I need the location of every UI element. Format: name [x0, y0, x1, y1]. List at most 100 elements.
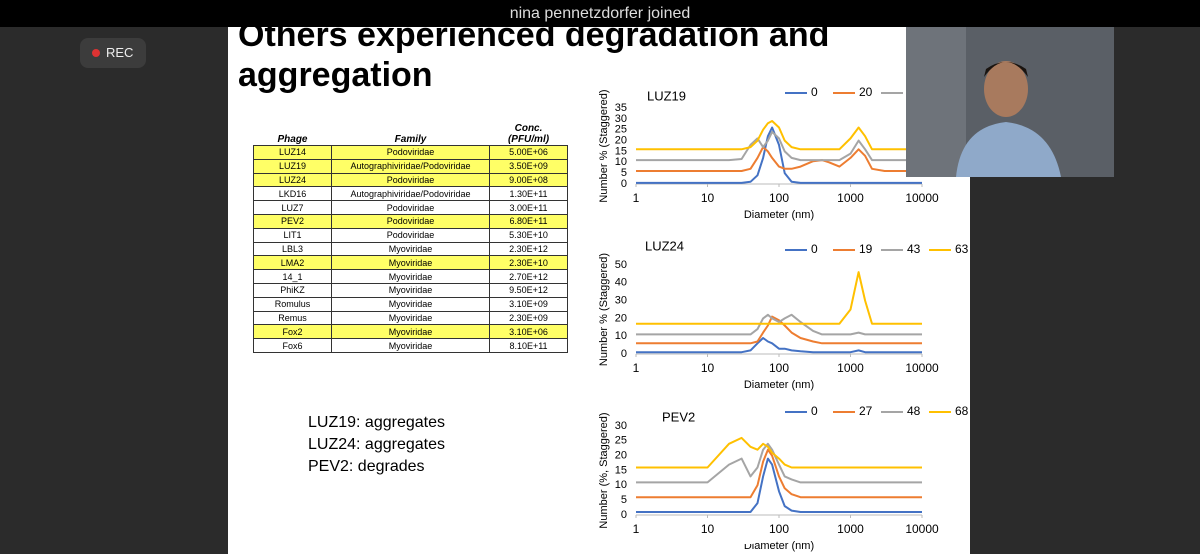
y-tick-label: 20 [615, 312, 627, 324]
y-tick-label: 20 [615, 134, 627, 146]
y-tick-label: 25 [615, 124, 627, 136]
chart-title: LUZ24 [645, 238, 684, 253]
series-line [636, 313, 922, 336]
note: LUZ19: aggregates [308, 414, 445, 431]
legend-label: 0 [811, 404, 818, 418]
series-line [636, 436, 922, 469]
table-row: Remus Myoviridae 2.30E+09 [253, 310, 568, 326]
column-header: Phage [277, 134, 308, 145]
column-header: Conc. (PFU/ml) [507, 123, 550, 145]
title-line: aggregation [238, 56, 433, 94]
shirt [956, 122, 1061, 177]
slide: Others experienced degradation and aggre… [228, 27, 970, 554]
legend-label: 20 [859, 85, 873, 99]
y-tick-label: 25 [615, 435, 627, 447]
y-tick-label: 0 [621, 509, 627, 521]
x-tick-label: 10000 [905, 361, 939, 375]
x-tick-label: 10 [701, 191, 715, 205]
table-cell: Myoviridae [331, 338, 490, 353]
table-cell: 8.10E+11 [489, 338, 568, 353]
x-tick-label: 1000 [837, 522, 864, 536]
y-tick-label: 5 [621, 167, 627, 179]
y-tick-label: 20 [615, 450, 627, 462]
table-row: LUZ14 Podoviridae 5.00E+06 [253, 145, 568, 160]
y-tick-label: 15 [615, 464, 627, 476]
series-line [636, 146, 922, 172]
x-tick-label: 1 [633, 361, 640, 375]
x-tick-label: 1000 [837, 191, 864, 205]
series-line [636, 315, 922, 345]
table-row: LIT1 Podoviridae 5.30E+10 [253, 227, 568, 243]
y-tick-label: 50 [615, 259, 627, 271]
rec-dot [92, 49, 100, 57]
note: LUZ24: aggregates [308, 436, 445, 453]
chart-title: PEV2 [662, 409, 695, 424]
series-line [636, 337, 922, 354]
video-image [906, 27, 1114, 177]
y-tick-label: 0 [621, 348, 627, 360]
series-line [636, 126, 922, 184]
series-line [636, 448, 922, 499]
y-tick-label: 15 [615, 145, 627, 157]
y-tick-label: 30 [615, 295, 627, 307]
legend-label: 68 [955, 404, 969, 418]
chart-title: LUZ19 [647, 88, 686, 103]
series-line [636, 457, 922, 513]
table-cell: 9.50E+12 [489, 282, 568, 298]
y-axis-title: Number % (Staggered) [598, 253, 610, 366]
video-tile[interactable] [906, 27, 1114, 177]
legend-label: 48 [907, 404, 921, 418]
y-tick-label: 35 [615, 102, 627, 114]
series-line [636, 120, 922, 151]
table-row: LUZ7 Podoviridae 3.00E+11 [253, 200, 568, 215]
legend-label: 0 [811, 242, 818, 256]
y-tick-label: 10 [615, 156, 627, 168]
x-tick-label: 10 [701, 522, 715, 536]
legend-label: 63 [955, 242, 969, 256]
y-axis-title: Number % (Staggered) [598, 89, 610, 202]
note: PEV2: degrades [308, 458, 425, 475]
rec-button[interactable]: REC [80, 38, 146, 68]
legend-label: 19 [859, 242, 873, 256]
table-row: Fox6 Myoviridae 8.10E+11 [253, 338, 568, 353]
legend-label: 43 [907, 242, 921, 256]
slide-title: Others experienced degradation and aggre… [238, 27, 829, 95]
series-line [636, 442, 922, 484]
x-axis-title: Diameter (nm) [744, 540, 814, 552]
wall [906, 27, 966, 177]
x-tick-label: 1 [633, 522, 640, 536]
title-line: Others experienced degradation and [238, 27, 830, 54]
y-tick-label: 10 [615, 479, 627, 491]
x-tick-label: 100 [769, 191, 789, 205]
y-tick-label: 40 [615, 277, 627, 289]
x-tick-label: 1000 [837, 361, 864, 375]
y-axis-title: Number (%, Staggered) [598, 412, 610, 528]
rec-label: REC [106, 45, 134, 60]
legend-label: 27 [859, 404, 873, 418]
x-tick-label: 100 [769, 361, 789, 375]
hair [984, 62, 1028, 77]
join-notice: nina pennetzdorfer joined [509, 5, 691, 22]
table-row: LUZ24 Podoviridae 9.00E+08 [253, 172, 568, 188]
header-row: Phage Family Conc. (PFU/ml) [254, 117, 568, 146]
y-tick-label: 10 [615, 330, 627, 342]
x-tick-label: 10000 [905, 522, 939, 536]
series-line [636, 271, 922, 325]
y-tick-label: 30 [615, 113, 627, 125]
x-tick-label: 100 [769, 522, 789, 536]
phage-table: Phage Family Conc. (PFU/ml) LUZ14 Podovirida… [253, 117, 568, 353]
notes: LUZ19: aggregates LUZ24: aggregates PEV2: … [308, 412, 445, 478]
x-tick-label: 10000 [905, 191, 939, 205]
x-tick-label: 1 [633, 191, 640, 205]
y-tick-label: 30 [615, 420, 627, 432]
home-indicator[interactable] [445, 539, 755, 544]
x-axis-title: Diameter (nm) [744, 209, 814, 221]
y-tick-label: 0 [621, 178, 627, 190]
x-axis-title: Diameter (nm) [744, 379, 814, 391]
face [984, 61, 1028, 117]
notification-bar: nina pennetzdorfer joined [0, 0, 1200, 27]
table-row: LBL3 Myoviridae 2.30E+12 [253, 241, 568, 257]
y-tick-label: 5 [621, 494, 627, 506]
column-header: Family [394, 134, 427, 145]
